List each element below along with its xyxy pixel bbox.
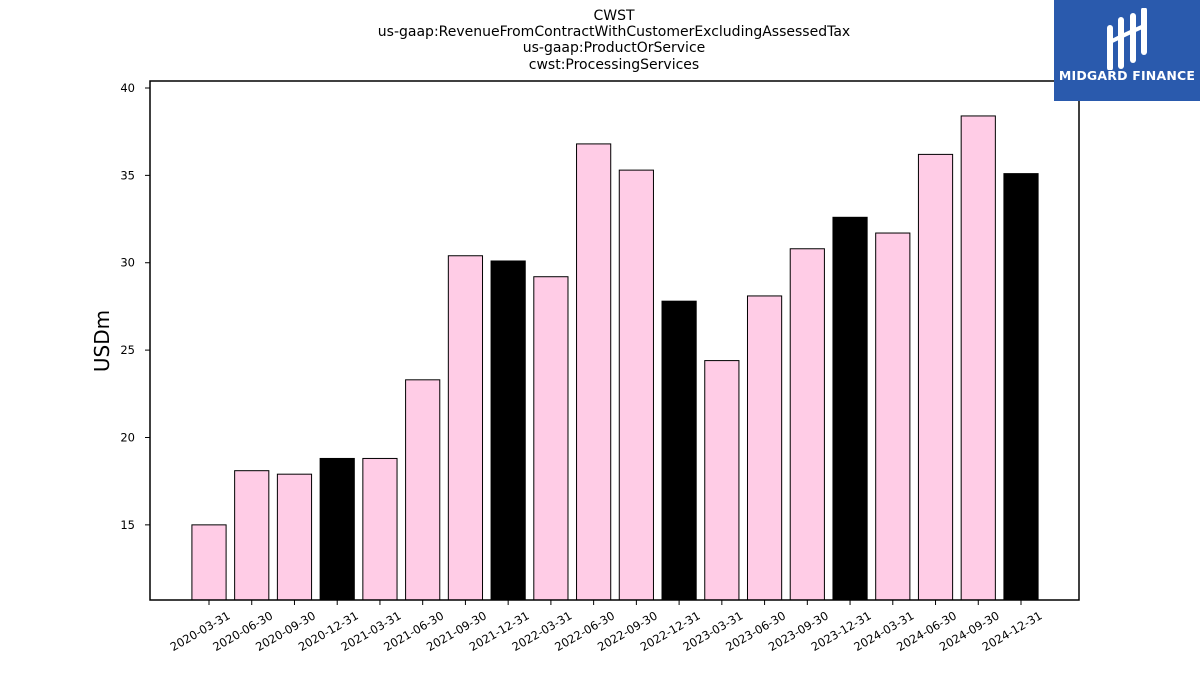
y-tick-label: 20: [120, 430, 135, 444]
bar-2024-06-30: [917, 153, 954, 601]
midgard-finance-logo: MIDGARD FINANCE: [1054, 0, 1200, 101]
bar-2022-09-30: [618, 169, 654, 601]
bar-2023-09-30: [789, 248, 825, 601]
chart-title-line-2: us-gaap:RevenueFromContractWithCustomerE…: [378, 24, 850, 40]
bar-2024-03-31: [875, 232, 911, 601]
bar-2024-12-31: [1003, 173, 1039, 601]
bar-2021-03-31: [362, 457, 398, 601]
y-tick-label: 15: [120, 518, 135, 532]
y-axis-label: USDm: [90, 310, 114, 372]
logo-text: MIDGARD FINANCE: [1058, 68, 1196, 83]
bar-2021-06-30: [405, 379, 441, 601]
x-axis: 2020-03-312020-06-302020-09-302020-12-31…: [168, 600, 1045, 654]
y-tick-label: 40: [120, 81, 135, 95]
bar-2022-03-31: [533, 276, 569, 601]
bar-2021-12-31: [490, 260, 526, 601]
bar-2020-06-30: [234, 470, 270, 601]
y-tick-label: 30: [120, 256, 135, 270]
chart-title: CWST us-gaap:RevenueFromContractWithCust…: [378, 8, 850, 73]
bar-2020-12-31: [319, 457, 355, 601]
chart-title-line-3: us-gaap:ProductOrService: [523, 40, 706, 56]
bar-2023-03-31: [704, 360, 740, 601]
y-axis: 15 20 25 30 35 40: [120, 81, 150, 532]
bar-2021-09-30: [447, 255, 484, 601]
chart-title-line-4: cwst:ProcessingServices: [529, 57, 699, 73]
bar-2020-09-30: [276, 473, 313, 601]
bar-2024-09-30: [960, 115, 996, 601]
midgard-logo-icon: [1107, 8, 1147, 70]
chart-title-line-1: CWST: [593, 8, 635, 24]
bar-2022-06-30: [576, 143, 612, 601]
bar-series: [191, 115, 1039, 601]
y-tick-label: 35: [120, 168, 135, 182]
bar-2022-12-31: [661, 300, 697, 601]
plot-frame: [149, 80, 1080, 601]
y-tick-label: 25: [120, 343, 135, 357]
bar-2020-03-31: [191, 524, 227, 601]
bar-2023-12-31: [832, 216, 868, 601]
bar-2023-06-30: [746, 295, 783, 601]
